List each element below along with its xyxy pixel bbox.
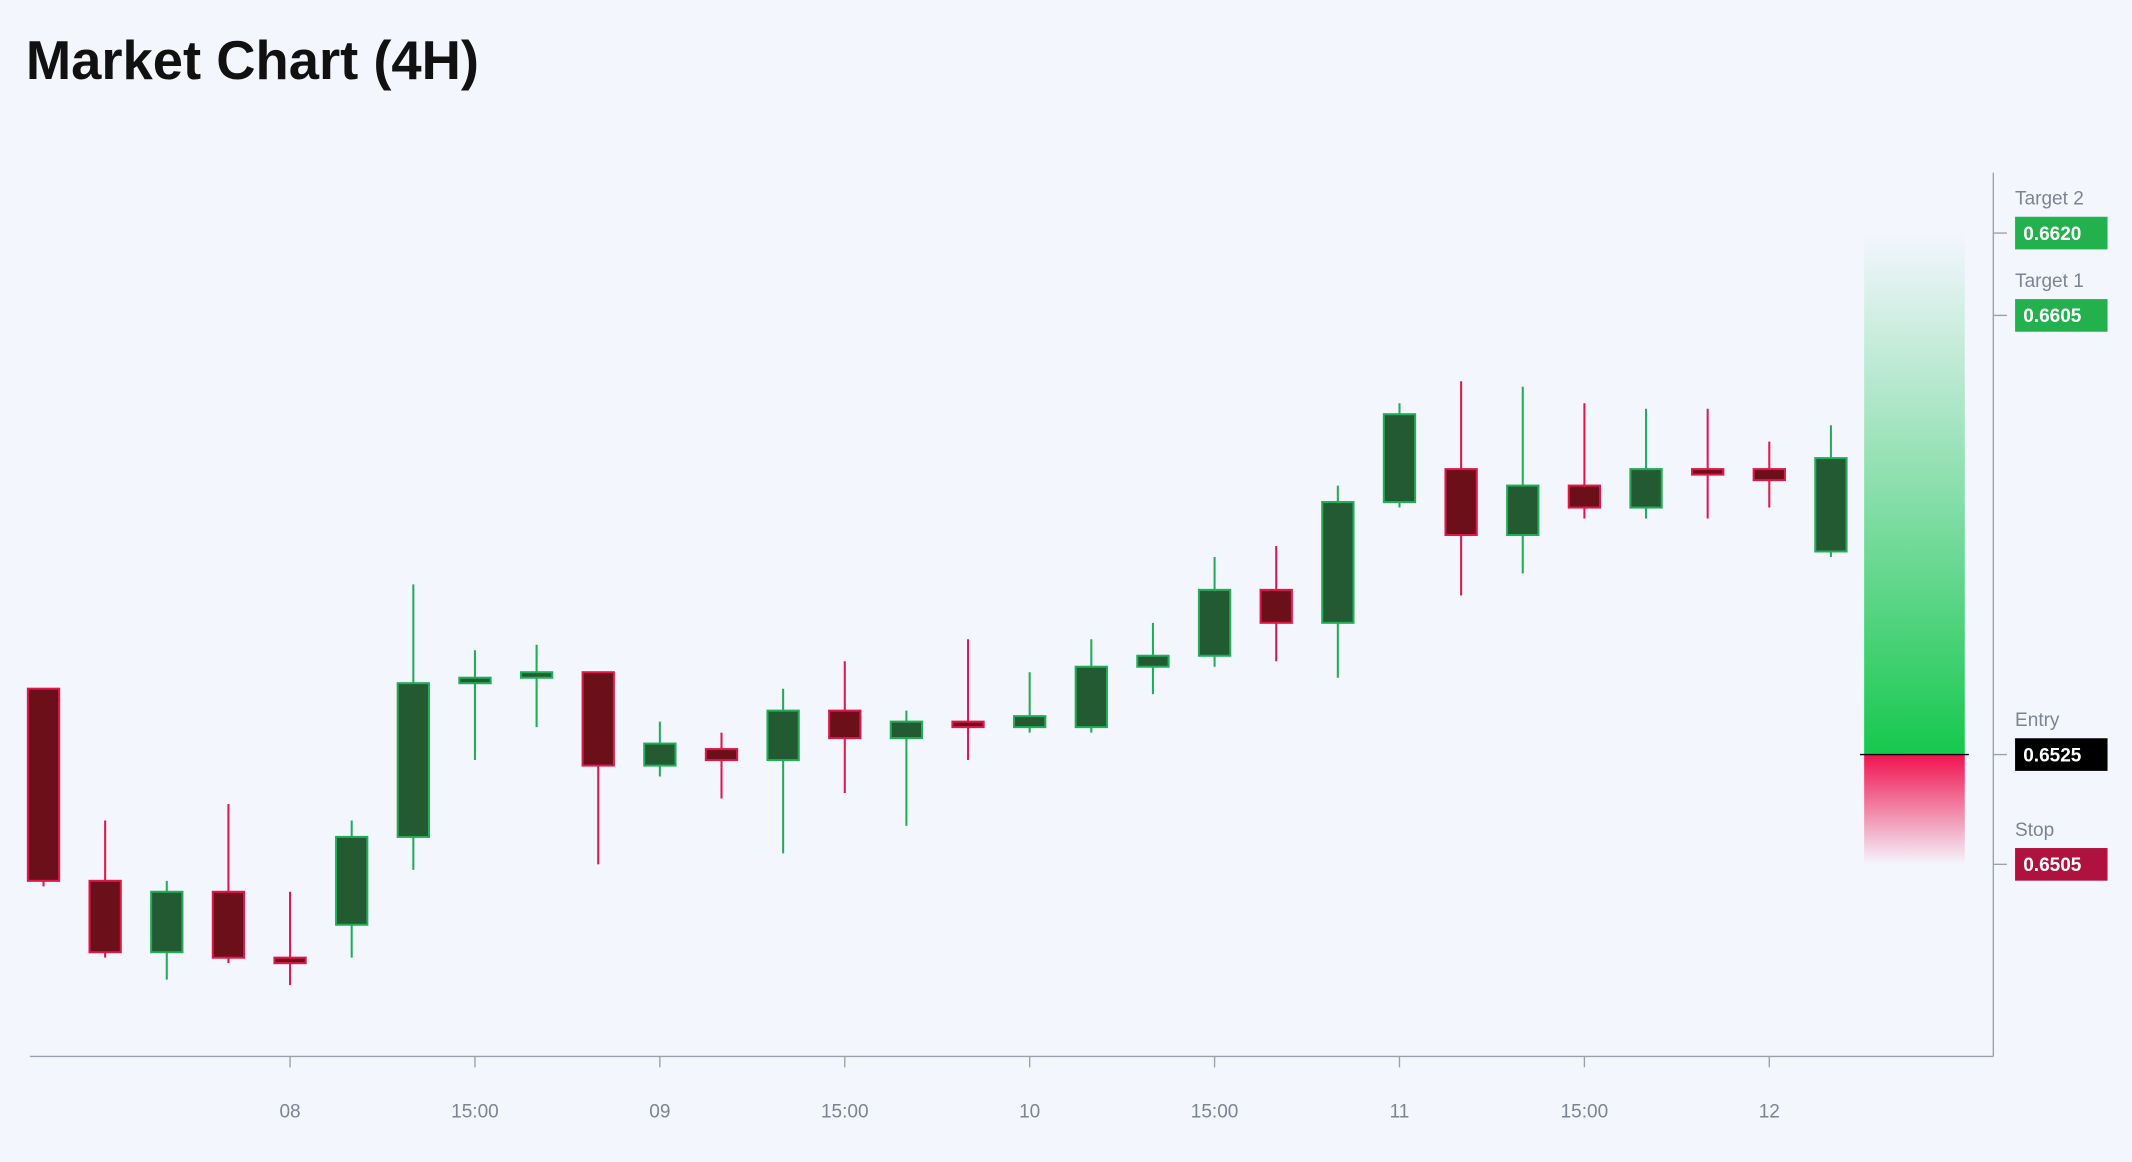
candle-body (704, 748, 739, 762)
candle-body (273, 956, 307, 965)
candle-body (88, 879, 122, 954)
candle-body (1691, 468, 1725, 476)
candle-body (951, 720, 985, 729)
level-box (2015, 738, 2108, 771)
x-tick-label: 08 (279, 1102, 300, 1123)
candle-body (828, 709, 862, 740)
level-name: Target 2 (2015, 189, 2084, 210)
level-value: 0.6525 (2023, 745, 2082, 766)
candle-body (766, 709, 800, 762)
chart-body: Market Chart (4H) 08 15:00 09 15:00 10 15:00 1… (26, 30, 2108, 1123)
candle-body (396, 682, 430, 838)
candle-body (1074, 665, 1108, 729)
chart-title: Market Chart (4H) (26, 30, 479, 91)
x-tick-label: 15:00 (1561, 1102, 1609, 1123)
candle-body (1197, 588, 1232, 657)
candle-body (335, 835, 369, 926)
candle-body (211, 890, 246, 959)
x-tick-label: 09 (649, 1102, 670, 1123)
x-tick-label: 11 (1390, 1102, 1410, 1123)
level-value: 0.6620 (2023, 224, 2081, 245)
level-value: 0.6505 (2023, 855, 2082, 876)
loss-zone (1864, 754, 1965, 865)
level-name: Entry (2015, 710, 2060, 731)
candle-body (1259, 588, 1293, 624)
candle-body (26, 687, 61, 882)
x-tick-label: 15:00 (451, 1102, 499, 1123)
candle-body (1321, 501, 1355, 624)
candle-body (1136, 654, 1170, 668)
candle-body (1444, 468, 1478, 537)
x-tick-label: 15:00 (821, 1102, 869, 1123)
level-box (2015, 216, 2108, 250)
level-name: Target 1 (2015, 271, 2084, 292)
level-name: Stop (2015, 820, 2054, 841)
candle-body (519, 671, 554, 679)
x-tick-label: 12 (1759, 1102, 1780, 1123)
candle-body (643, 742, 677, 767)
profit-zone (1864, 233, 1965, 755)
candle-body (581, 671, 615, 767)
candle-body (889, 720, 924, 740)
candle-body (1506, 484, 1540, 537)
candle-body (1013, 715, 1047, 729)
level-value: 0.6605 (2023, 306, 2082, 327)
level-box (2015, 299, 2108, 332)
candle-body (1814, 457, 1848, 553)
candle-body (1752, 468, 1786, 482)
candle-body (1382, 413, 1417, 504)
candle-body (458, 676, 492, 685)
candle-body (1629, 468, 1663, 509)
x-tick-label: 15:00 (1191, 1102, 1239, 1123)
x-tick-label: 10 (1019, 1102, 1040, 1123)
candle-body (1567, 484, 1602, 509)
candle-body (150, 890, 184, 954)
level-box (2015, 848, 2108, 881)
